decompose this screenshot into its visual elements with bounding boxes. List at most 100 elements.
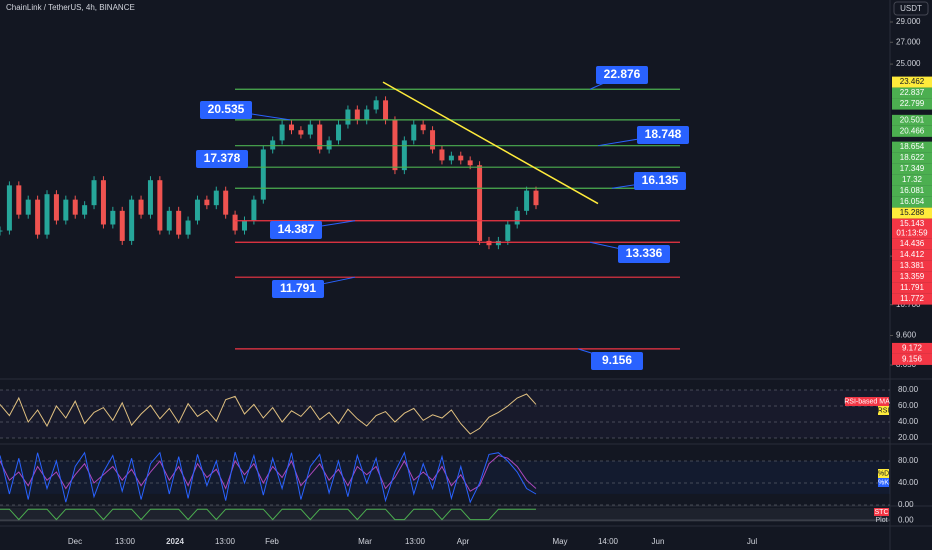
stoch-k-line [0, 451, 537, 504]
price-tag-label: 13.381 [900, 261, 925, 270]
x-tick-label: 14:00 [598, 537, 619, 546]
candle [477, 165, 483, 241]
candle [486, 240, 492, 246]
y-tick-label: 20.00 [898, 433, 919, 442]
x-tick-label: 2024 [166, 537, 184, 546]
candle [467, 160, 473, 166]
y-tick-label: 0.00 [898, 515, 914, 524]
price-tag-label: 15.288 [900, 208, 925, 217]
price-tag [892, 76, 932, 88]
price-tag [892, 141, 932, 153]
y-tick-label: 25.000 [896, 59, 921, 68]
price-tag-label: 20.501 [900, 115, 925, 124]
price-tag-label: 16.054 [900, 197, 925, 206]
y-tick-label: 80.00 [898, 385, 919, 394]
candle [213, 190, 219, 206]
rsi-band [0, 390, 890, 438]
level-label: 16.135 [642, 173, 679, 187]
rsi-line [0, 393, 537, 435]
level-label: 22.876 [604, 67, 641, 81]
x-tick-label: May [552, 537, 567, 546]
candle [63, 199, 69, 221]
candle [232, 214, 238, 231]
x-tick-label: Apr [457, 537, 470, 546]
y-tick-label: 60.00 [898, 401, 919, 410]
candle [364, 109, 370, 121]
price-tag-label: 22.799 [900, 99, 925, 108]
level-label-box [196, 150, 248, 168]
currency-button[interactable] [893, 1, 929, 16]
legend-label: STC [875, 509, 889, 516]
x-tick-label: Dec [68, 537, 82, 546]
level-label-box [637, 126, 689, 144]
level-label-box [634, 172, 686, 190]
candle [514, 210, 520, 225]
candle [251, 199, 257, 221]
y-tick-label: 40.00 [898, 417, 919, 426]
symbol-title: ChainLink / TetherUS, 4h, BINANCE [6, 3, 135, 12]
price-tag [892, 207, 932, 219]
level-label-box [200, 101, 252, 119]
price-tag-label: 9.172 [902, 344, 923, 353]
candle [0, 230, 3, 232]
price-tag [892, 249, 932, 261]
y-tick-label: 27.000 [896, 37, 921, 46]
candle [138, 199, 144, 215]
currency[interactable]: USDT [900, 4, 922, 13]
legend-box [874, 508, 889, 516]
countdown: 01:13:59 [896, 229, 928, 238]
candle [72, 199, 78, 215]
candle [298, 130, 304, 135]
candle [317, 124, 323, 150]
candle [204, 199, 210, 206]
candle [241, 220, 247, 231]
price-tag [892, 271, 932, 283]
price-tag [892, 163, 932, 175]
level-label-box [591, 352, 643, 370]
candle [279, 124, 285, 141]
price-tag [892, 174, 932, 186]
legend-label: RSI-based MA [844, 398, 890, 405]
price-tag-label: 17.349 [900, 164, 925, 173]
candle [326, 140, 332, 150]
candle [533, 190, 539, 206]
stoch-band [0, 460, 890, 494]
candle [82, 205, 88, 215]
legend-label: %D [878, 470, 889, 477]
y-tick-label: 80.00 [898, 456, 919, 465]
y-tick-label: 40.00 [898, 478, 919, 487]
price-tag-label: 20.466 [900, 126, 925, 135]
candle [270, 140, 276, 150]
x-tick-label: 13:00 [215, 537, 236, 546]
price-tag-label: 13.359 [900, 272, 925, 281]
candle [458, 155, 464, 161]
candle [25, 199, 31, 215]
candle [260, 149, 266, 200]
level-label-box [618, 245, 670, 263]
candle [6, 185, 12, 231]
candle [448, 155, 454, 161]
level-label-box [272, 280, 324, 298]
x-tick-label: 13:00 [115, 537, 136, 546]
candle [166, 210, 172, 231]
price-tag [892, 293, 932, 305]
price-tag-label: 17.32 [902, 175, 923, 184]
candle [157, 180, 163, 231]
candle [289, 124, 295, 131]
candle [307, 124, 313, 135]
candle [223, 190, 229, 215]
candle [524, 190, 530, 211]
y-tick-label: 29.000 [896, 17, 921, 26]
price-tag [892, 152, 932, 164]
level-label: 17.378 [204, 151, 241, 165]
legend-label: %K [878, 479, 889, 486]
stc-pane [0, 508, 890, 522]
price-tag [892, 87, 932, 99]
price-tag [892, 114, 932, 126]
price-tag [892, 218, 932, 239]
y-tick-label: 0.00 [898, 500, 914, 509]
candle [373, 100, 379, 110]
candle [411, 124, 417, 141]
x-tick-label: Jun [652, 537, 665, 546]
